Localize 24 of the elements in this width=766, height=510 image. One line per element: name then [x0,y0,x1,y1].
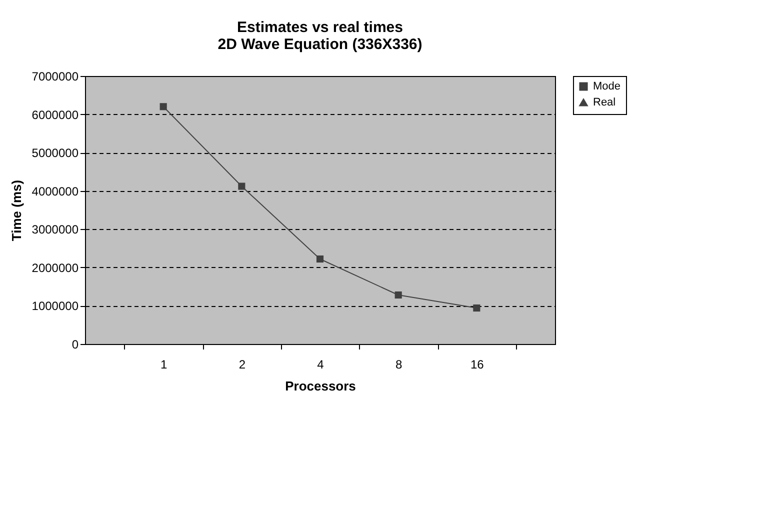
x-tick-label: 1 [160,358,168,372]
legend-label: Real [593,96,616,108]
x-tick-label: 4 [317,358,324,372]
x-tick-label: 8 [395,358,402,372]
y-tick-label: 3000000 [32,222,79,237]
y-tick-label: 2000000 [32,260,79,275]
x-tick-label: 2 [238,358,246,372]
point [473,304,480,312]
point [238,182,246,190]
y-tick-label: 6000000 [32,108,79,122]
point [394,291,402,299]
y-tick-label: 5000000 [32,146,79,160]
x-tick-label: 16 [470,358,484,372]
y-tick-label: 1000000 [32,299,79,314]
text: Estimates vs real times [237,19,403,36]
y-axis-title: Time (ms) [8,180,24,242]
text: 2D Wave Equation (336X336) [218,36,422,53]
legend-label: Mode [593,80,621,92]
y-tick-label: 4000000 [32,184,79,198]
point [316,255,324,263]
y-tick-label: 7000000 [32,70,79,84]
point [160,103,167,110]
y-tick-label: 0 [72,338,79,352]
x-axis-title: Processors [285,378,356,394]
